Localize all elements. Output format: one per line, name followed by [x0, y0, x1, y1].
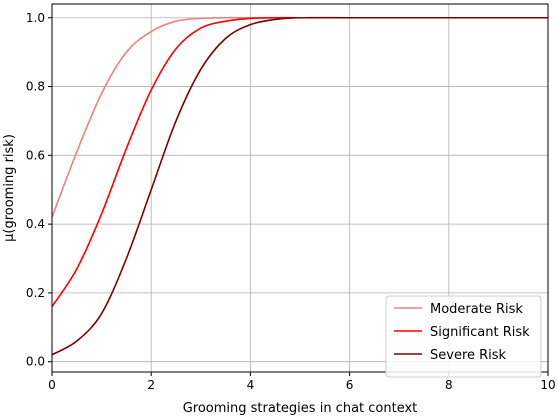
x-tick-label: 0	[48, 378, 56, 392]
y-tick-label: 0.4	[26, 217, 45, 231]
legend: Moderate Risk Significant Risk Severe Risk	[385, 295, 542, 378]
series-lines	[51, 16, 548, 356]
axis-ticks: 0 2 4 6 8 10 0.0 0.2 0.4 0.6 0.8 1.0	[26, 11, 556, 392]
y-tick-label: 1.0	[26, 11, 45, 25]
y-tick-label: 0.6	[26, 148, 45, 162]
legend-label: Moderate Risk	[430, 302, 523, 317]
y-tick-label: 0.0	[26, 355, 45, 369]
x-tick-label: 6	[346, 378, 354, 392]
series-line-moderate-risk	[51, 16, 548, 218]
plot-frame	[51, 3, 549, 373]
legend-label: Severe Risk	[430, 348, 507, 363]
y-axis-label: μ(grooming risk)	[2, 134, 17, 242]
x-tick-label: 4	[247, 378, 255, 392]
x-tick-label: 10	[540, 378, 555, 392]
series-line-severe-risk	[51, 16, 548, 356]
x-tick-label: 8	[445, 378, 453, 392]
y-tick-label: 0.2	[26, 286, 45, 300]
series-line-significant-risk	[51, 16, 548, 308]
y-tick-label: 0.8	[26, 80, 45, 94]
legend-label: Significant Risk	[430, 325, 530, 340]
legend-box	[385, 295, 542, 378]
x-tick-label: 2	[147, 378, 155, 392]
x-axis-label: Grooming strategies in chat context	[183, 401, 418, 416]
